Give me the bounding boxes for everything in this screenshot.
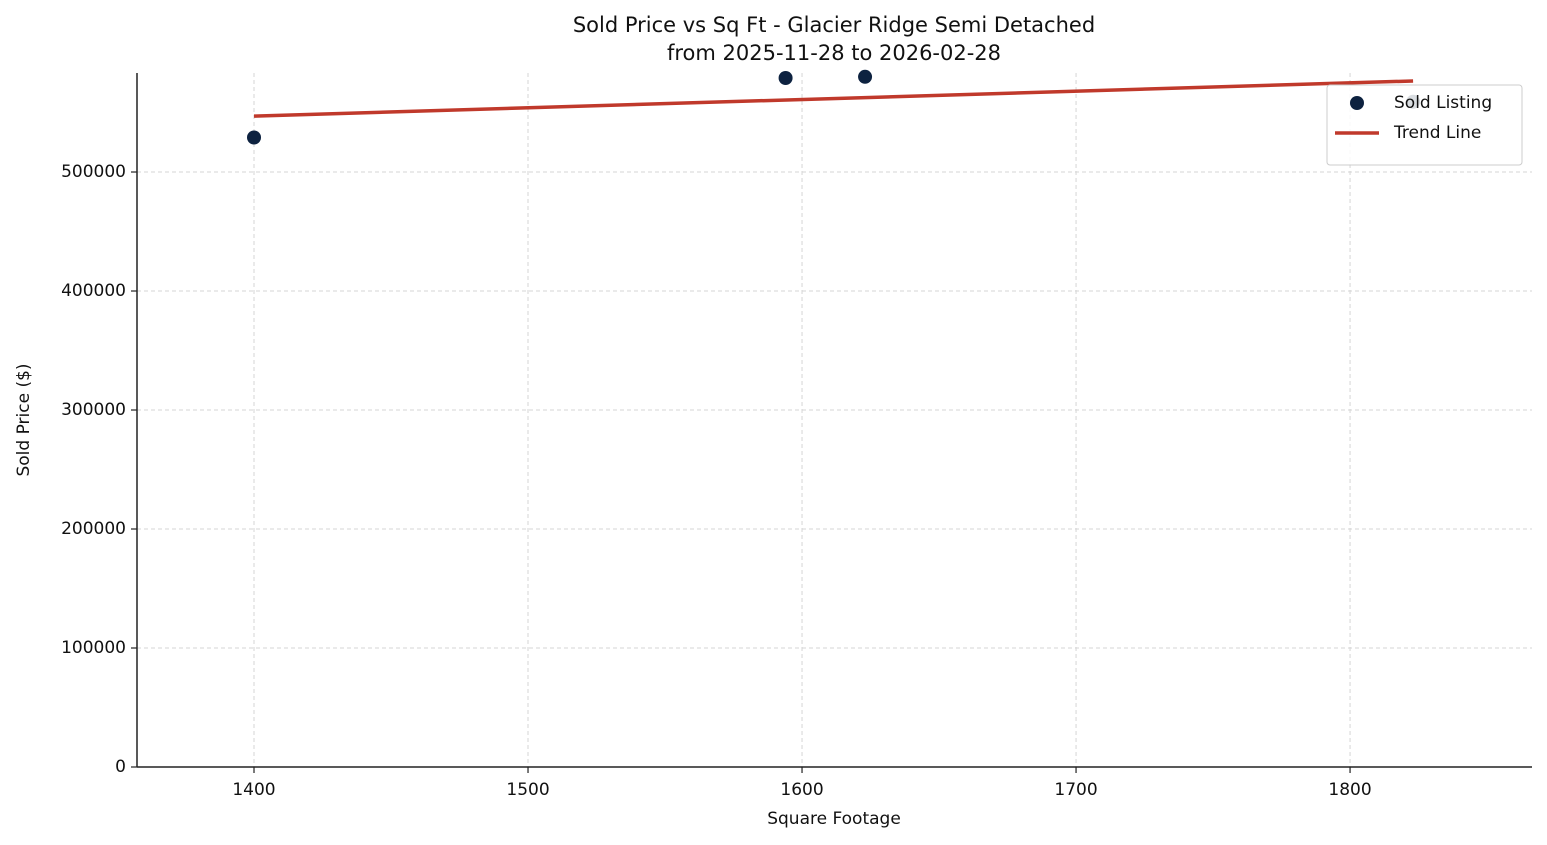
x-axis-label: Square Footage xyxy=(767,809,901,829)
data-point xyxy=(778,70,793,85)
data-point xyxy=(858,69,873,84)
y-tick-label: 500000 xyxy=(61,162,126,182)
y-axis-label: Sold Price ($) xyxy=(14,363,34,476)
chart-title: Sold Price vs Sq Ft - Glacier Ridge Semi… xyxy=(573,13,1095,37)
legend-label: Sold Listing xyxy=(1394,93,1492,113)
y-tick-label: 100000 xyxy=(61,638,126,658)
chart-subtitle: from 2025-11-28 to 2026-02-28 xyxy=(667,41,1001,65)
x-tick-label: 1800 xyxy=(1328,780,1371,800)
data-point xyxy=(247,130,262,145)
x-tick-label: 1600 xyxy=(780,780,823,800)
y-tick-label: 0 xyxy=(115,757,126,777)
grid xyxy=(137,73,1532,768)
legend-marker xyxy=(1350,96,1364,110)
trend-line xyxy=(253,79,1414,118)
x-tick-label: 1400 xyxy=(232,780,275,800)
legend-box xyxy=(1326,84,1523,166)
legend-label: Trend Line xyxy=(1393,123,1481,143)
x-tick-label: 1700 xyxy=(1054,780,1097,800)
x-tick-label: 1500 xyxy=(506,780,549,800)
y-tick-label: 300000 xyxy=(61,400,126,420)
y-tick-label: 200000 xyxy=(61,519,126,539)
y-tick-label: 400000 xyxy=(61,281,126,301)
